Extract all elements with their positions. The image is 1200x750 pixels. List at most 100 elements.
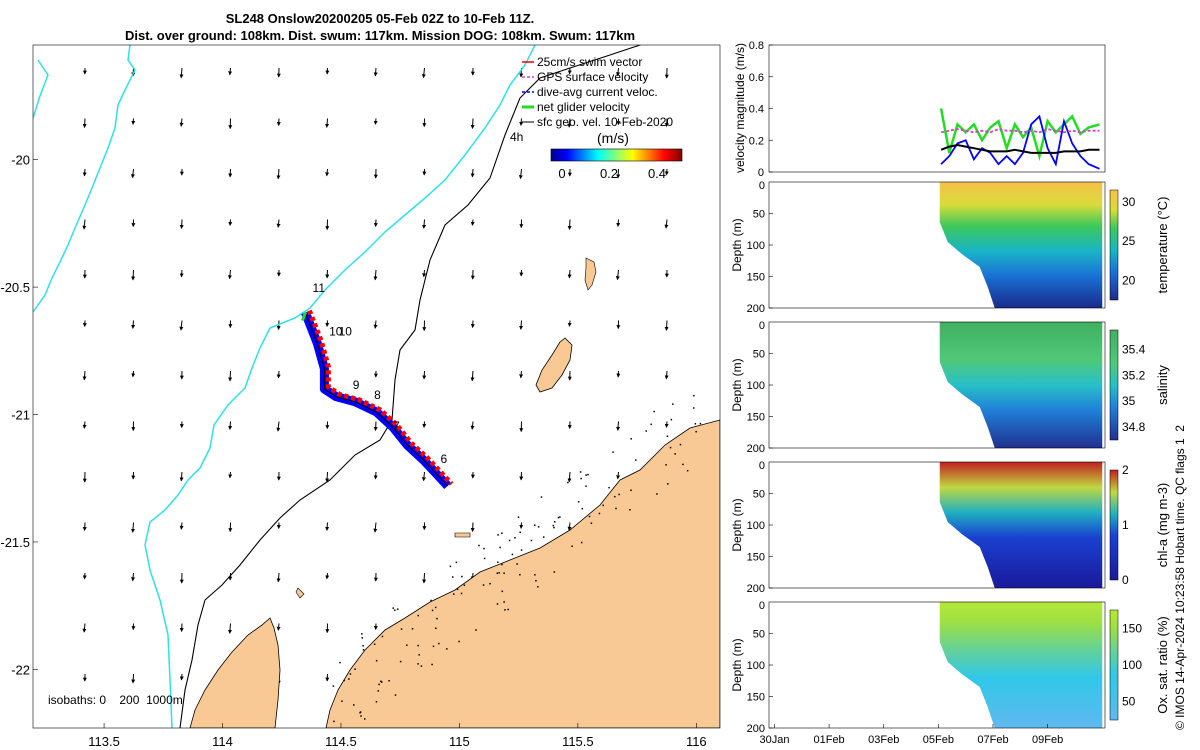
reef-dot	[634, 459, 637, 461]
peninsula	[189, 617, 281, 728]
velocity-arrow	[325, 471, 330, 483]
velocity-arrow	[179, 522, 184, 530]
reef-dot	[361, 633, 363, 635]
reef-dot	[666, 435, 669, 437]
velocity-arrow	[131, 320, 136, 329]
reef-dot	[417, 663, 419, 665]
velocity-arrow	[131, 572, 136, 582]
isobath-200m	[179, 45, 642, 728]
velocity-arrow	[276, 572, 281, 583]
barrow-island	[535, 337, 573, 393]
reef-dot	[618, 493, 620, 496]
reef-dot	[501, 532, 503, 535]
reef-dot	[455, 561, 458, 564]
velocity-arrow	[131, 269, 136, 281]
reef-dot	[653, 410, 655, 413]
day-label: 7	[393, 419, 400, 433]
velocity-arrow	[664, 219, 669, 229]
y-tick-label: 100	[747, 520, 765, 532]
velocity-arrow	[82, 219, 87, 230]
velocity-arrow	[421, 471, 426, 482]
reef-dot	[496, 603, 499, 605]
reef-dot	[452, 593, 455, 595]
velocity-series-line	[940, 143, 1100, 154]
net-velocity-segment	[301, 312, 307, 322]
velocity-arrow	[227, 269, 232, 280]
reef-dot	[434, 606, 437, 609]
velocity-arrow	[373, 320, 378, 329]
reef-dot	[373, 643, 376, 645]
x-tick-label: 115.5	[562, 734, 594, 749]
y-tick-label: -20.5	[0, 280, 30, 295]
reef-dot	[375, 659, 378, 662]
velocity-arrow	[616, 421, 621, 431]
reef-dot	[602, 504, 604, 507]
colorbar-tick: 0	[558, 166, 565, 181]
colorbar-label: temperature (°C)	[1155, 197, 1170, 294]
velocity-arrow	[130, 522, 135, 533]
velocity-arrow	[276, 370, 281, 379]
reef-dot	[482, 584, 485, 586]
reef-dot	[590, 522, 593, 524]
small-island	[454, 532, 471, 538]
reef-dot	[670, 418, 673, 421]
velocity-arrow	[567, 269, 572, 279]
y-tick-label: 0	[759, 320, 765, 332]
colorbar-tick: 35	[1122, 394, 1136, 408]
y-tick-label: -21	[11, 408, 30, 423]
colorbar-tick: 25	[1122, 234, 1136, 248]
reef-dot	[363, 718, 366, 720]
velocity-arrow	[567, 320, 572, 327]
velocity-arrow	[518, 168, 523, 180]
colorbar-tick: 2	[1122, 463, 1129, 477]
velocity-series-line	[940, 114, 1100, 170]
velocity-arrow	[470, 370, 475, 382]
reef-dot	[535, 579, 537, 582]
reef-dot	[399, 660, 402, 663]
reef-dot	[511, 553, 514, 556]
x-tick-label: 116	[686, 734, 707, 749]
reef-dot	[567, 481, 569, 484]
reef-dot	[354, 668, 356, 670]
velocity-arrow	[82, 168, 87, 177]
velocity-arrow	[373, 471, 378, 480]
reef-dot	[674, 453, 676, 455]
velocity-arrow	[228, 370, 233, 382]
reef-dot	[577, 501, 580, 503]
reef-dot	[514, 536, 516, 539]
velocity-arrow	[227, 623, 232, 634]
y-tick-label: 0.6	[749, 72, 764, 84]
section-data-field	[939, 462, 1103, 588]
reef-dots	[332, 394, 702, 723]
reef-dot	[435, 627, 437, 630]
y-tick-label: 50	[753, 349, 765, 361]
y-axis-label: Depth (m)	[730, 218, 744, 271]
mainland	[325, 419, 720, 728]
y-tick-label: 0	[759, 600, 765, 612]
reef-dot	[359, 711, 361, 714]
velocity-arrow	[470, 219, 475, 226]
reef-dot	[449, 565, 452, 568]
velocity-arrow	[276, 623, 281, 631]
reef-dot	[418, 654, 420, 656]
chart-title: SL248 Onslow20200205 05-Feb 02Z to 10-Fe…	[225, 11, 535, 26]
y-tick-label: 100	[747, 380, 765, 392]
reef-dot	[553, 521, 556, 523]
section-colorbar	[1109, 469, 1119, 581]
day-label: 10	[339, 325, 353, 339]
reef-dot	[501, 563, 503, 566]
reef-dot	[517, 516, 520, 518]
reef-dot	[579, 471, 582, 473]
colorbar-tick: 100	[1122, 658, 1142, 672]
speed-colorbar: (m/s) 0 0.2 0.4	[550, 130, 683, 181]
velocity-arrow	[179, 471, 184, 482]
reef-dot	[333, 720, 335, 723]
reef-dot	[420, 665, 423, 667]
reef-dot	[432, 645, 435, 648]
reef-dot	[339, 661, 341, 664]
time-tick-label: 07Feb	[977, 734, 1008, 746]
time-label: 4h	[510, 130, 523, 144]
day-label: 9	[353, 378, 360, 392]
